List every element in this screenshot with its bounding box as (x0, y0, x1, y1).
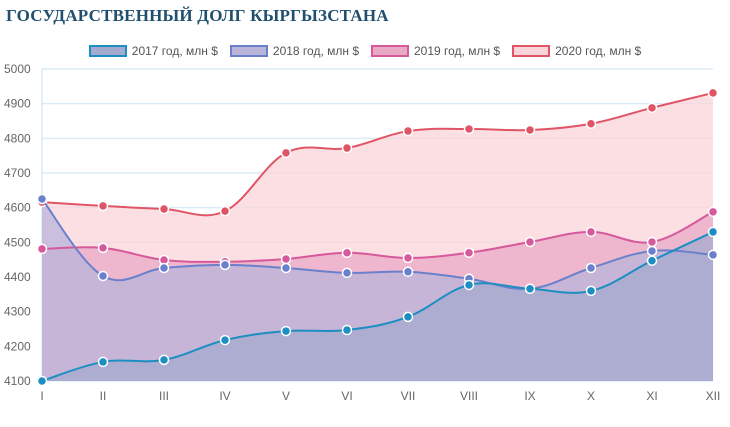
data-point (707, 206, 719, 218)
data-point (646, 236, 658, 248)
y-tick-label: 4100 (4, 374, 31, 388)
data-point (158, 354, 170, 366)
data-point (280, 262, 292, 274)
y-tick-label: 5000 (4, 62, 31, 76)
legend-item[interactable]: 2018 год, млн $ (229, 44, 359, 58)
y-tick-label: 4700 (4, 166, 31, 180)
data-point (158, 203, 170, 215)
y-tick-label: 4200 (4, 339, 31, 353)
y-tick-label: 4600 (4, 201, 31, 215)
legend-item[interactable]: 2017 год, млн $ (88, 44, 218, 58)
data-point (341, 267, 353, 279)
y-tick-label: 4300 (4, 305, 31, 319)
data-point (585, 285, 597, 297)
x-tick-label: VII (401, 389, 416, 403)
y-tick-label: 4400 (4, 270, 31, 284)
data-point (280, 325, 292, 337)
data-point (402, 311, 414, 323)
y-tick-label: 4900 (4, 97, 31, 111)
legend-swatch (371, 45, 409, 57)
series-line-3 (41, 231, 714, 382)
legend-swatch (229, 45, 268, 57)
data-point (646, 245, 658, 257)
x-tick-label: XI (646, 389, 657, 403)
data-point (524, 124, 536, 136)
data-point (402, 252, 414, 264)
data-point (707, 249, 719, 261)
legend-label: 2017 год, млн $ (131, 44, 218, 58)
data-point (36, 375, 48, 387)
x-tick-label: VIII (460, 389, 478, 403)
data-point (341, 142, 353, 154)
legend-label: 2019 год, млн $ (414, 44, 501, 58)
x-tick-label: VI (341, 389, 352, 403)
legend-label: 2020 год, млн $ (555, 44, 642, 58)
x-tick-label: X (587, 389, 595, 403)
data-point (219, 205, 231, 217)
data-point (463, 279, 475, 291)
data-point (646, 102, 658, 114)
x-tick-label: V (282, 389, 290, 403)
x-tick-label: XII (706, 389, 721, 403)
x-tick-label: I (40, 389, 43, 403)
x-tick-label: IX (524, 389, 535, 403)
data-point (341, 324, 353, 336)
x-tick-label: III (159, 389, 169, 403)
data-point (36, 193, 48, 205)
data-point (585, 262, 597, 274)
data-point (646, 255, 658, 266)
data-point (97, 356, 109, 368)
data-point (585, 118, 597, 130)
legend-label: 2018 год, млн $ (272, 44, 359, 58)
data-point (402, 266, 414, 278)
data-point (219, 259, 231, 271)
legend-item[interactable]: 2020 год, млн $ (512, 44, 641, 58)
data-point (585, 226, 597, 238)
data-point (524, 236, 536, 248)
data-point (707, 226, 719, 238)
legend: 2017 год, млн $ 2018 год, млн $ 2019 год, … (0, 44, 730, 58)
x-tick-label: IV (219, 389, 230, 403)
data-point (97, 242, 109, 254)
data-point (707, 87, 719, 99)
y-tick-label: 4500 (4, 235, 31, 249)
data-point (158, 262, 170, 274)
legend-swatch (88, 45, 127, 57)
legend-item[interactable]: 2019 год, млн $ (371, 44, 500, 58)
x-tick-label: II (100, 389, 107, 403)
data-point (219, 334, 231, 346)
data-point (463, 247, 475, 258)
data-point (36, 243, 48, 255)
y-tick-label: 4800 (4, 131, 31, 145)
legend-swatch (512, 45, 551, 57)
data-point (97, 270, 109, 282)
data-point (97, 200, 109, 212)
data-point (341, 247, 353, 258)
data-point (280, 147, 292, 159)
chart-title: ГОСУДАРСТВЕННЫЙ ДОЛГ КЫРГЫЗСТАНА (6, 6, 389, 25)
data-point (402, 125, 414, 137)
area-fill-3 (42, 231, 713, 381)
data-point (463, 123, 475, 135)
data-point (524, 283, 536, 295)
data-point (280, 253, 292, 265)
